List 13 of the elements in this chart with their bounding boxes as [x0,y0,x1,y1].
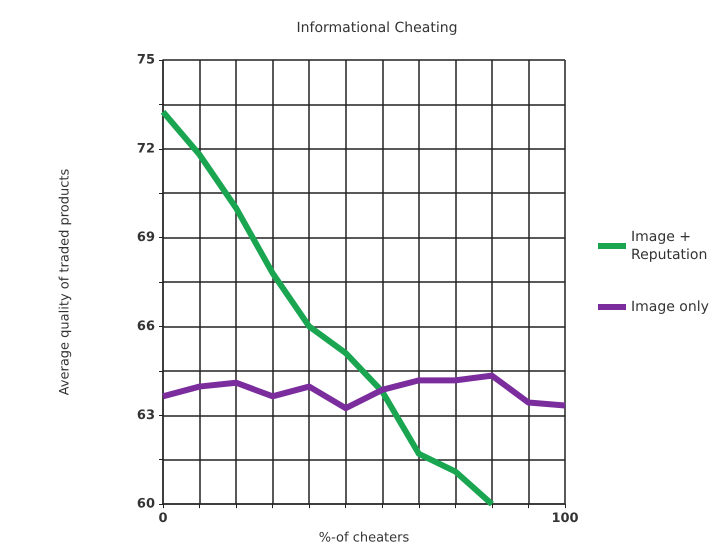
legend-label: Image only [631,299,709,315]
y-tick-label: 69 [136,230,155,246]
y-tick-label: 63 [136,408,155,423]
y-tick-label: 60 [136,496,155,512]
x-axis-title: %-of cheaters [318,530,410,546]
x-tick-label: 0 [158,511,168,526]
y-tick-label: 72 [136,141,155,156]
y-tick-label: 75 [136,52,155,68]
x-tick-label: 100 [551,511,579,526]
y-axis-title: Average quality of traded products [58,168,72,396]
y-tick-label: 66 [136,318,155,334]
chart-title: Informational Cheating [296,20,458,36]
legend-label: Image + Reputation [631,229,708,263]
